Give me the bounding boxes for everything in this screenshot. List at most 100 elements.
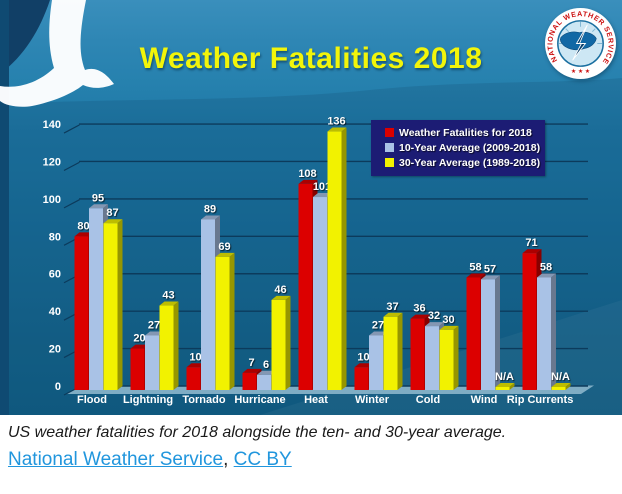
legend-label: 10-Year Average (2009-2018) bbox=[399, 141, 541, 154]
bar-side-face bbox=[341, 127, 347, 390]
nws-logo: NATIONAL WEATHER SERVICE ★ ★ ★ bbox=[544, 7, 617, 80]
bar-value-label: 58 bbox=[469, 261, 481, 273]
bar-side-face bbox=[453, 325, 459, 390]
bar-top-face bbox=[298, 179, 318, 184]
x-category-label: Heat bbox=[304, 394, 328, 406]
legend-swatch bbox=[385, 158, 394, 167]
bar bbox=[369, 335, 383, 390]
bar bbox=[130, 348, 145, 390]
bar-value-label: 108 bbox=[298, 168, 316, 180]
bar-top-face bbox=[551, 383, 571, 387]
legend-label: 30-Year Average (1989-2018) bbox=[399, 156, 541, 169]
bar-side-face bbox=[551, 273, 556, 390]
bar-top-face bbox=[257, 370, 276, 375]
bar-value-label: 32 bbox=[428, 310, 440, 322]
bar bbox=[271, 299, 286, 390]
y-tick bbox=[63, 161, 80, 172]
bar-side-face bbox=[397, 312, 403, 390]
x-category-label: Tornado bbox=[182, 394, 225, 406]
bar-top-face bbox=[242, 368, 262, 373]
bar bbox=[383, 316, 398, 390]
bar bbox=[74, 236, 89, 390]
chart-title: Weather Fatalities 2018 bbox=[139, 42, 483, 75]
weather-fatalities-chart: 0 20 40 60 80 100 120 140 80 95 87 20 27 43 10 89 69 7 6 4… bbox=[0, 0, 622, 415]
bar-top-face bbox=[354, 363, 374, 368]
bar bbox=[354, 367, 369, 390]
bar-value-label: 58 bbox=[540, 261, 552, 273]
bar bbox=[257, 374, 271, 390]
bar bbox=[313, 197, 327, 390]
bar-top-face bbox=[537, 273, 556, 278]
bar bbox=[481, 279, 495, 390]
y-tick-label: 100 bbox=[43, 194, 61, 206]
bar-value-label: 80 bbox=[77, 220, 89, 232]
bar-side-face bbox=[565, 383, 571, 390]
y-tick-label: 80 bbox=[49, 231, 61, 243]
license-link[interactable]: CC BY bbox=[233, 449, 292, 470]
source-link[interactable]: National Weather Service bbox=[8, 449, 224, 470]
attribution-separator: , bbox=[223, 449, 234, 470]
bar-top-face bbox=[130, 344, 150, 349]
bar-value-label: 7 bbox=[248, 357, 254, 369]
bar bbox=[145, 335, 159, 390]
bar-value-label: 71 bbox=[525, 237, 537, 249]
legend-swatch bbox=[385, 128, 394, 137]
bar-value-label: 57 bbox=[484, 263, 496, 275]
y-tick-label: 0 bbox=[55, 381, 61, 393]
x-category-label: Hurricane bbox=[234, 394, 285, 406]
figure-caption-area: US weather fatalities for 2018 alongside… bbox=[0, 415, 622, 471]
x-category-label: Winter bbox=[355, 394, 390, 406]
bar-top-face bbox=[74, 232, 94, 237]
attribution-line: National Weather Service, CC BY bbox=[8, 449, 612, 471]
bar bbox=[495, 387, 510, 390]
bar-side-face bbox=[509, 383, 515, 390]
lightning-bolt-icon bbox=[572, 24, 588, 61]
bar-value-label: 95 bbox=[92, 192, 104, 204]
bar bbox=[215, 256, 230, 390]
bar-top-face bbox=[369, 331, 388, 336]
bar-value-label: 30 bbox=[442, 314, 454, 326]
bar-side-face bbox=[229, 252, 235, 390]
bar-top-face bbox=[410, 314, 430, 319]
bar-value-label: 69 bbox=[218, 241, 230, 253]
bar-top-face bbox=[439, 325, 459, 330]
bar bbox=[466, 277, 481, 390]
y-tick-label: 60 bbox=[49, 269, 61, 281]
legend-swatch bbox=[385, 143, 394, 152]
bar-top-face bbox=[466, 273, 486, 278]
chart-legend: Weather Fatalities for 2018 10-Year Avera… bbox=[371, 120, 545, 176]
bar-value-label: 87 bbox=[106, 207, 118, 219]
bar bbox=[410, 318, 425, 390]
legend-item: 10-Year Average (2009-2018) bbox=[385, 140, 541, 155]
bar bbox=[327, 131, 342, 390]
bar-top-face bbox=[186, 363, 206, 368]
x-category-label: Wind bbox=[471, 394, 498, 406]
bar-top-face bbox=[271, 295, 291, 300]
bar bbox=[439, 329, 454, 390]
bar bbox=[103, 223, 118, 390]
legend-label: Weather Fatalities for 2018 bbox=[399, 126, 532, 139]
bar bbox=[551, 387, 566, 390]
y-tick bbox=[63, 199, 80, 209]
bar bbox=[89, 208, 103, 390]
bar bbox=[537, 277, 551, 390]
bar-value-label: 10 bbox=[357, 351, 369, 363]
y-tick bbox=[63, 124, 80, 134]
bar-side-face bbox=[117, 219, 123, 390]
bar-side-face bbox=[173, 301, 179, 390]
bar-value-label: 46 bbox=[274, 284, 286, 296]
bar bbox=[201, 219, 215, 390]
bar-top-face bbox=[383, 312, 403, 317]
x-category-label: Cold bbox=[416, 394, 440, 406]
y-tick-label: 40 bbox=[49, 306, 61, 318]
bar-top-face bbox=[425, 322, 444, 327]
bar-top-face bbox=[495, 383, 515, 387]
bar-top-face bbox=[201, 215, 220, 220]
bar-top-face bbox=[522, 249, 542, 254]
bar-value-label: 20 bbox=[133, 333, 145, 345]
bar-top-face bbox=[103, 219, 123, 224]
bar-value-label: 6 bbox=[263, 359, 269, 371]
y-tick-label: 20 bbox=[49, 344, 61, 356]
